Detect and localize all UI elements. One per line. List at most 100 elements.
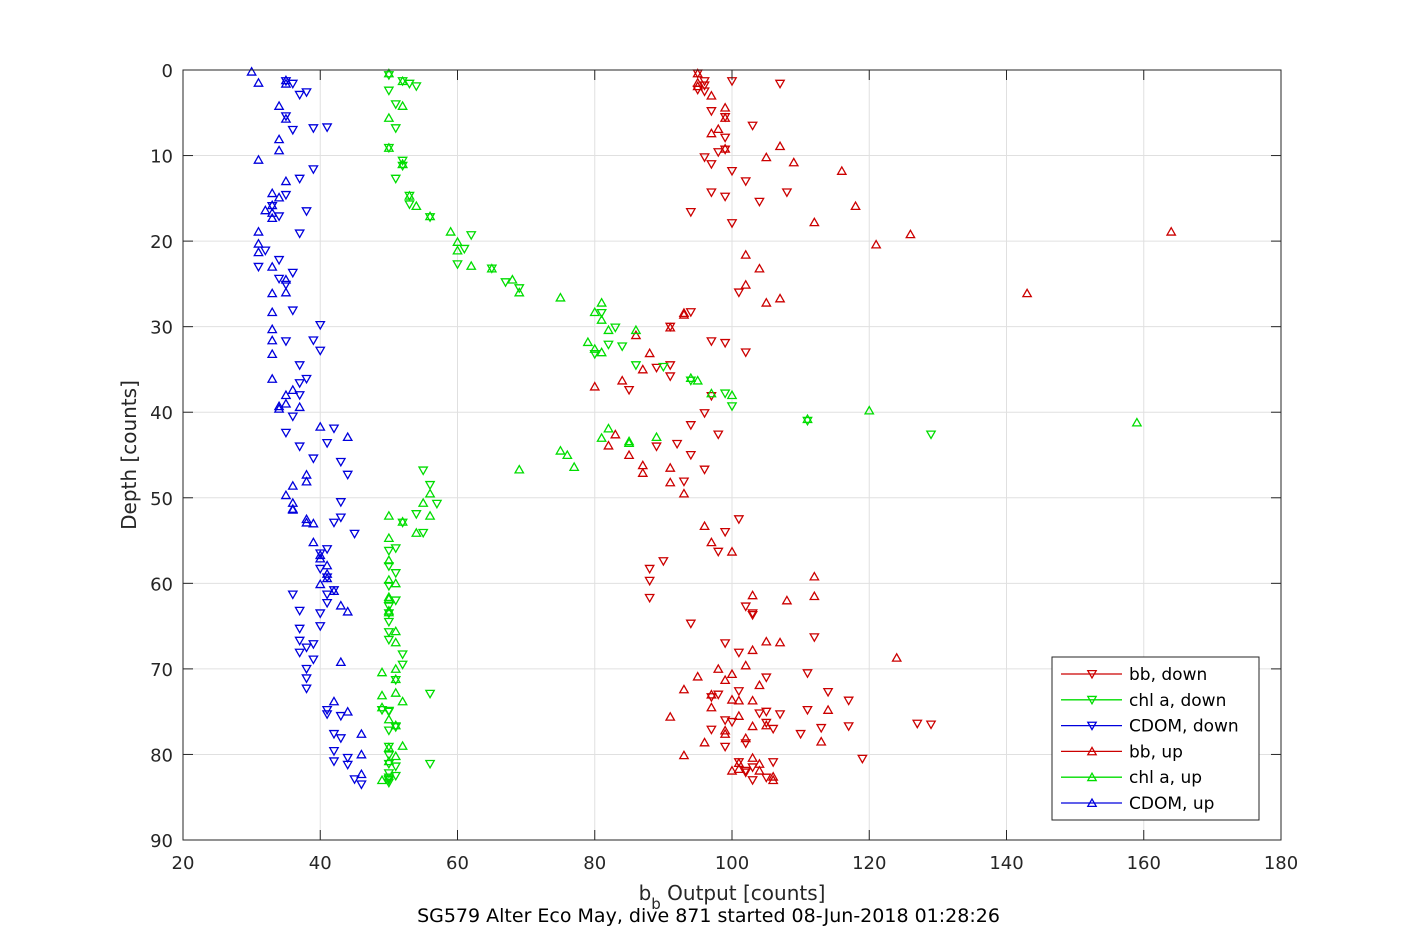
data-point <box>383 68 395 78</box>
data-point <box>809 633 820 643</box>
data-point <box>767 771 779 781</box>
data-point <box>719 145 731 155</box>
data-point <box>287 125 299 136</box>
data-point <box>699 465 710 475</box>
data-point <box>754 765 765 775</box>
data-point <box>582 336 594 347</box>
data-point <box>644 593 655 604</box>
data-point <box>321 572 333 583</box>
legend-item: CDOM, down <box>1061 717 1239 737</box>
data-point <box>273 400 285 411</box>
data-point <box>767 758 779 768</box>
x-tick-label: 60 <box>446 853 469 874</box>
data-point <box>1021 287 1033 298</box>
data-point <box>747 121 758 131</box>
data-point <box>280 274 292 284</box>
x-axis-label: bb Output [counts] <box>639 881 826 913</box>
data-point <box>390 124 402 134</box>
y-tick-label: 50 <box>150 489 173 510</box>
data-point <box>328 747 340 757</box>
data-point <box>383 742 395 752</box>
data-point <box>596 347 607 357</box>
legend-label: chl a, down <box>1129 691 1226 711</box>
data-point <box>308 165 319 175</box>
data-point <box>664 322 676 332</box>
data-point <box>678 307 690 317</box>
data-point <box>719 389 731 399</box>
data-point <box>719 102 731 112</box>
data-point <box>253 77 264 87</box>
data-point <box>610 323 621 333</box>
data-point <box>596 314 607 324</box>
data-point <box>465 231 477 241</box>
data-point <box>733 757 745 768</box>
data-point <box>321 710 333 720</box>
x-tick-label: 120 <box>852 853 886 874</box>
data-point <box>397 696 408 706</box>
data-point <box>685 308 697 318</box>
data-point <box>280 287 292 297</box>
legend-label: bb, down <box>1129 665 1207 685</box>
data-point <box>630 361 642 371</box>
data-point <box>843 722 854 732</box>
data-point <box>383 635 395 646</box>
data-point <box>308 640 319 650</box>
data-point <box>822 687 834 698</box>
data-point <box>692 68 704 78</box>
data-point <box>726 389 738 400</box>
data-point <box>308 518 319 528</box>
data-point <box>706 702 717 712</box>
data-point <box>706 689 717 699</box>
data-point <box>740 739 752 749</box>
data-point <box>280 112 292 122</box>
data-point <box>294 90 305 101</box>
series-4 <box>376 68 1143 785</box>
data-point <box>273 100 285 110</box>
data-point <box>637 467 649 477</box>
data-point <box>280 74 292 85</box>
data-point <box>678 488 690 498</box>
data-point <box>383 755 395 766</box>
data-point <box>664 372 676 382</box>
data-point <box>809 571 820 581</box>
data-point <box>356 768 367 779</box>
data-point <box>404 79 415 89</box>
data-point <box>308 536 319 547</box>
data-point <box>390 687 402 697</box>
data-point <box>383 581 395 592</box>
data-point <box>719 716 731 726</box>
data-point <box>664 477 676 487</box>
data-point <box>486 263 498 273</box>
data-point <box>733 710 745 720</box>
data-point <box>301 643 312 653</box>
legend-marker <box>1086 669 1098 680</box>
data-point <box>266 373 278 383</box>
data-point <box>335 498 347 508</box>
data-point <box>328 585 340 596</box>
data-point <box>760 673 772 683</box>
data-point <box>424 689 436 700</box>
data-point <box>733 687 745 697</box>
data-point <box>253 246 264 257</box>
data-point <box>712 430 724 440</box>
data-point <box>760 636 772 646</box>
data-point <box>603 423 614 433</box>
data-point <box>287 384 299 394</box>
data-point <box>287 306 299 316</box>
data-point <box>273 192 285 202</box>
data-point <box>383 593 395 603</box>
data-point <box>706 188 717 198</box>
data-point <box>596 297 607 307</box>
data-point <box>712 123 724 134</box>
x-tick-label: 100 <box>715 853 749 874</box>
data-point <box>712 547 724 557</box>
data-point <box>678 309 690 319</box>
data-point <box>623 437 635 448</box>
data-point <box>342 753 354 764</box>
data-point <box>424 210 436 221</box>
data-point <box>1165 226 1177 236</box>
data-point <box>390 174 402 184</box>
y-tick-label: 60 <box>150 574 173 595</box>
data-point <box>383 628 395 638</box>
data-point <box>383 773 395 783</box>
